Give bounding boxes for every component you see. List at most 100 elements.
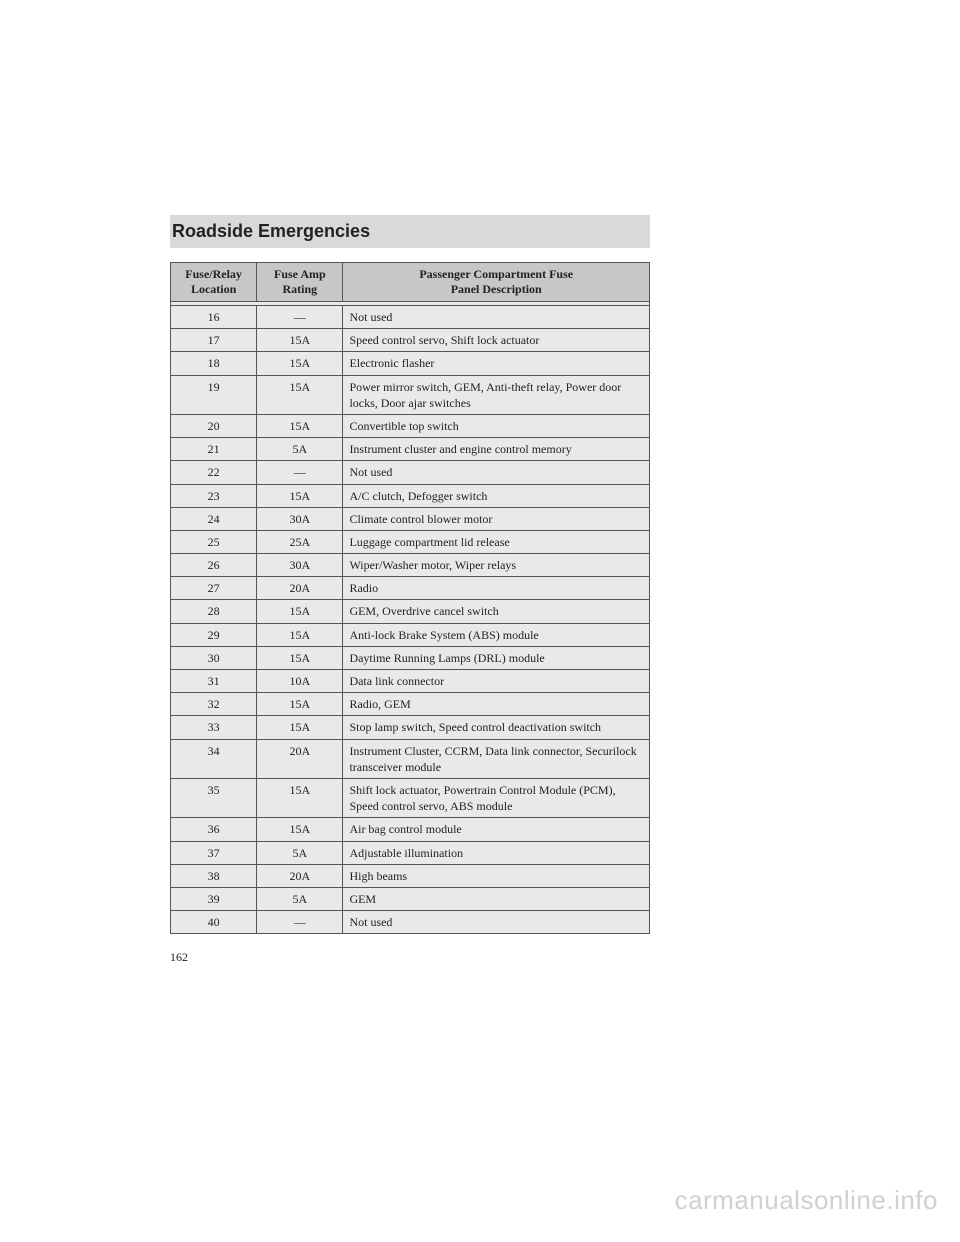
- cell-description: Anti-lock Brake System (ABS) module: [343, 623, 650, 646]
- cell-description: Instrument cluster and engine control me…: [343, 438, 650, 461]
- cell-description: Adjustable illumination: [343, 841, 650, 864]
- cell-amp: 20A: [257, 739, 343, 778]
- table-row: 22—Not used: [171, 461, 650, 484]
- table-row: 3420AInstrument Cluster, CCRM, Data link…: [171, 739, 650, 778]
- cell-location: 22: [171, 461, 257, 484]
- cell-location: 35: [171, 778, 257, 817]
- table-row: 1915APower mirror switch, GEM, Anti-thef…: [171, 375, 650, 414]
- cell-description: Power mirror switch, GEM, Anti-theft rel…: [343, 375, 650, 414]
- cell-amp: 15A: [257, 600, 343, 623]
- cell-location: 28: [171, 600, 257, 623]
- table-row: 3515AShift lock actuator, Powertrain Con…: [171, 778, 650, 817]
- cell-amp: 15A: [257, 623, 343, 646]
- cell-location: 24: [171, 507, 257, 530]
- table-row: 2815AGEM, Overdrive cancel switch: [171, 600, 650, 623]
- cell-description: Luggage compartment lid release: [343, 530, 650, 553]
- cell-location: 21: [171, 438, 257, 461]
- header-text: Panel Description: [451, 282, 542, 296]
- cell-description: GEM: [343, 887, 650, 910]
- cell-amp: 15A: [257, 484, 343, 507]
- table-row: 3110AData link connector: [171, 670, 650, 693]
- table-header-row: Fuse/Relay Location Fuse Amp Rating Pass…: [171, 263, 650, 302]
- cell-description: A/C clutch, Defogger switch: [343, 484, 650, 507]
- cell-amp: —: [257, 461, 343, 484]
- cell-amp: 20A: [257, 577, 343, 600]
- cell-location: 29: [171, 623, 257, 646]
- cell-location: 26: [171, 554, 257, 577]
- cell-description: GEM, Overdrive cancel switch: [343, 600, 650, 623]
- cell-location: 34: [171, 739, 257, 778]
- table-row: 395AGEM: [171, 887, 650, 910]
- table-row: 3015ADaytime Running Lamps (DRL) module: [171, 646, 650, 669]
- cell-description: Wiper/Washer motor, Wiper relays: [343, 554, 650, 577]
- table-row: 2915AAnti-lock Brake System (ABS) module: [171, 623, 650, 646]
- table-row: 3615AAir bag control module: [171, 818, 650, 841]
- cell-description: Radio, GEM: [343, 693, 650, 716]
- table-row: 2430AClimate control blower motor: [171, 507, 650, 530]
- section-title: Roadside Emergencies: [172, 221, 642, 242]
- cell-description: Electronic flasher: [343, 352, 650, 375]
- cell-description: Climate control blower motor: [343, 507, 650, 530]
- page-number: 162: [170, 950, 650, 965]
- cell-amp: —: [257, 306, 343, 329]
- cell-amp: 30A: [257, 554, 343, 577]
- table-row: 2015AConvertible top switch: [171, 414, 650, 437]
- header-text: Passenger Compartment Fuse: [419, 267, 573, 281]
- cell-description: Not used: [343, 306, 650, 329]
- section-header: Roadside Emergencies: [170, 215, 650, 248]
- cell-location: 27: [171, 577, 257, 600]
- cell-location: 32: [171, 693, 257, 716]
- cell-location: 38: [171, 864, 257, 887]
- cell-amp: 5A: [257, 841, 343, 864]
- cell-location: 25: [171, 530, 257, 553]
- table-row: 3315AStop lamp switch, Speed control dea…: [171, 716, 650, 739]
- cell-location: 18: [171, 352, 257, 375]
- cell-location: 30: [171, 646, 257, 669]
- table-row: 3820AHigh beams: [171, 864, 650, 887]
- cell-description: Convertible top switch: [343, 414, 650, 437]
- cell-description: Stop lamp switch, Speed control deactiva…: [343, 716, 650, 739]
- header-amp: Fuse Amp Rating: [257, 263, 343, 302]
- table-row: 16—Not used: [171, 306, 650, 329]
- cell-location: 20: [171, 414, 257, 437]
- cell-amp: 15A: [257, 375, 343, 414]
- cell-location: 39: [171, 887, 257, 910]
- cell-description: Not used: [343, 461, 650, 484]
- cell-location: 31: [171, 670, 257, 693]
- table-row: 3215ARadio, GEM: [171, 693, 650, 716]
- header-text: Location: [191, 282, 236, 296]
- cell-description: Air bag control module: [343, 818, 650, 841]
- cell-amp: 20A: [257, 864, 343, 887]
- table-row: 215AInstrument cluster and engine contro…: [171, 438, 650, 461]
- header-location: Fuse/Relay Location: [171, 263, 257, 302]
- table-row: 375AAdjustable illumination: [171, 841, 650, 864]
- watermark: carmanualsonline.info: [675, 1185, 938, 1216]
- cell-location: 37: [171, 841, 257, 864]
- cell-description: Shift lock actuator, Powertrain Control …: [343, 778, 650, 817]
- cell-location: 16: [171, 306, 257, 329]
- fuse-table: Fuse/Relay Location Fuse Amp Rating Pass…: [170, 262, 650, 934]
- cell-location: 19: [171, 375, 257, 414]
- cell-amp: 15A: [257, 693, 343, 716]
- cell-amp: 15A: [257, 352, 343, 375]
- header-text: Rating: [282, 282, 317, 296]
- cell-location: 40: [171, 911, 257, 934]
- cell-description: Radio: [343, 577, 650, 600]
- cell-description: High beams: [343, 864, 650, 887]
- table-row: 2630AWiper/Washer motor, Wiper relays: [171, 554, 650, 577]
- cell-location: 36: [171, 818, 257, 841]
- table-row: 2720ARadio: [171, 577, 650, 600]
- header-text: Fuse/Relay: [185, 267, 242, 281]
- cell-amp: 15A: [257, 414, 343, 437]
- cell-description: Speed control servo, Shift lock actuator: [343, 329, 650, 352]
- cell-amp: 15A: [257, 818, 343, 841]
- table-row: 1815AElectronic flasher: [171, 352, 650, 375]
- cell-amp: 30A: [257, 507, 343, 530]
- cell-description: Daytime Running Lamps (DRL) module: [343, 646, 650, 669]
- table-row: 2525ALuggage compartment lid release: [171, 530, 650, 553]
- cell-description: Instrument Cluster, CCRM, Data link conn…: [343, 739, 650, 778]
- table-row: 1715ASpeed control servo, Shift lock act…: [171, 329, 650, 352]
- cell-location: 23: [171, 484, 257, 507]
- cell-amp: 15A: [257, 778, 343, 817]
- cell-amp: 5A: [257, 887, 343, 910]
